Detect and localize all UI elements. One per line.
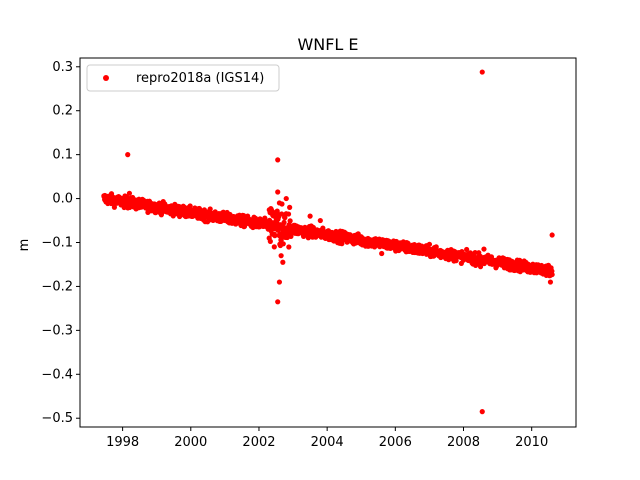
y-tick-label: −0.4 bbox=[41, 367, 73, 382]
data-points bbox=[101, 69, 555, 415]
x-tick-label: 2010 bbox=[515, 435, 548, 450]
legend-marker bbox=[103, 75, 109, 81]
data-point bbox=[287, 204, 293, 210]
data-point bbox=[317, 217, 323, 224]
y-tick-label: −0.5 bbox=[41, 411, 73, 426]
data-point bbox=[275, 299, 281, 305]
y-axis-ticks: 0.3 0.2 0.1 0.0 −0.1 −0.2 −0.3 −0.4 −0.5 bbox=[41, 60, 80, 426]
x-tick-label: 1998 bbox=[106, 435, 139, 450]
y-tick-label: 0.0 bbox=[52, 192, 73, 207]
data-point bbox=[201, 207, 207, 213]
data-point bbox=[126, 190, 133, 196]
y-tick-label: 0.3 bbox=[52, 60, 73, 75]
data-point bbox=[266, 235, 272, 241]
legend-label: repro2018a (IGS14) bbox=[136, 71, 264, 86]
data-point bbox=[287, 218, 293, 224]
data-point bbox=[426, 241, 433, 247]
x-tick-label: 2008 bbox=[447, 435, 480, 450]
data-point bbox=[283, 195, 289, 202]
y-tick-label: −0.1 bbox=[41, 236, 73, 251]
x-tick-label: 2004 bbox=[311, 435, 344, 450]
data-point bbox=[282, 215, 288, 221]
legend-box bbox=[86, 64, 280, 92]
data-point bbox=[379, 250, 385, 257]
data-point bbox=[481, 246, 487, 252]
data-point bbox=[464, 246, 470, 253]
data-point bbox=[278, 253, 284, 259]
data-point bbox=[111, 204, 118, 210]
data-point bbox=[285, 211, 292, 217]
legend: repro2018a (IGS14) bbox=[86, 64, 280, 92]
plot-frame bbox=[79, 57, 577, 428]
data-point bbox=[280, 241, 286, 247]
data-point bbox=[549, 271, 555, 278]
data-point bbox=[271, 244, 277, 250]
data-point bbox=[433, 244, 439, 250]
data-point bbox=[286, 244, 292, 250]
data-point bbox=[187, 203, 193, 209]
data-point bbox=[280, 259, 286, 265]
y-tick-label: −0.3 bbox=[41, 323, 73, 338]
data-point bbox=[272, 233, 278, 239]
x-tick-label: 2000 bbox=[174, 435, 207, 450]
data-point bbox=[307, 213, 313, 219]
chart-title: WNFL E bbox=[297, 35, 358, 54]
data-point bbox=[477, 264, 484, 270]
x-tick-label: 2006 bbox=[379, 435, 412, 450]
data-point bbox=[123, 194, 130, 200]
x-tick-label: 2002 bbox=[242, 435, 275, 450]
y-tick-label: 0.2 bbox=[52, 104, 73, 119]
data-point bbox=[270, 209, 276, 215]
data-point bbox=[125, 152, 131, 158]
y-tick-label: 0.1 bbox=[52, 148, 73, 163]
data-point bbox=[549, 232, 555, 238]
data-point bbox=[479, 69, 485, 75]
data-point bbox=[275, 157, 281, 163]
y-tick-label: −0.2 bbox=[41, 279, 73, 294]
data-point bbox=[275, 189, 281, 195]
y-axis-label: m bbox=[17, 239, 32, 252]
data-point bbox=[207, 206, 213, 212]
data-point bbox=[547, 279, 554, 285]
x-axis-ticks: 1998 2000 2002 2004 2006 2008 2010 bbox=[106, 427, 548, 450]
data-point bbox=[479, 409, 485, 415]
data-point bbox=[281, 219, 287, 226]
data-point bbox=[276, 279, 283, 285]
data-point bbox=[276, 200, 283, 206]
data-point bbox=[472, 250, 478, 256]
